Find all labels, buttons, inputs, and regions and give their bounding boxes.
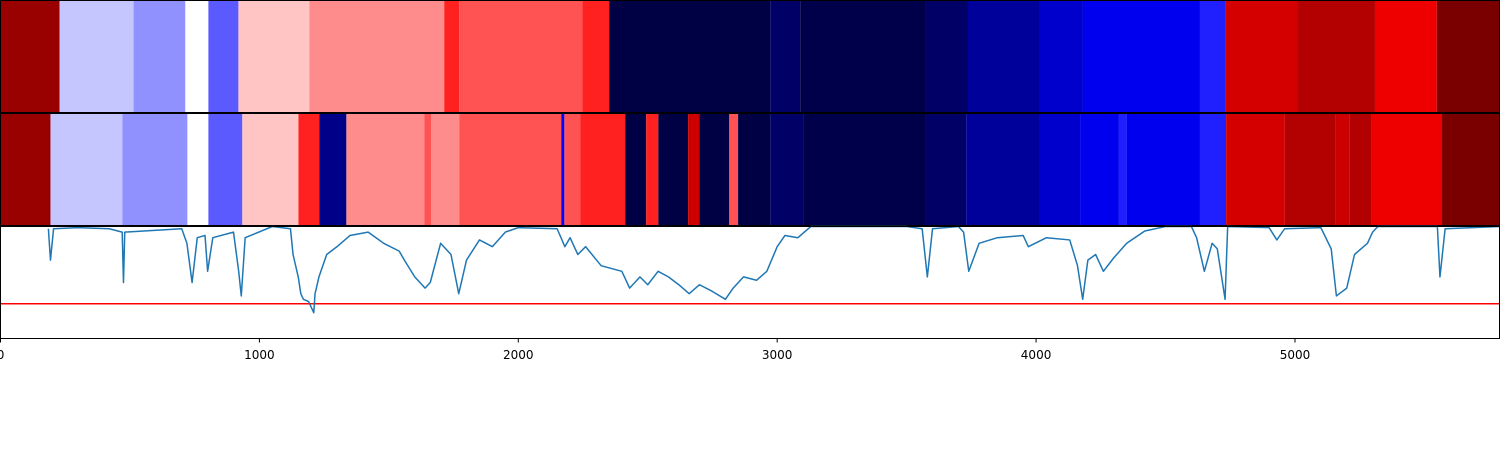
segment — [582, 0, 610, 113]
segment — [729, 113, 739, 226]
segment — [609, 0, 771, 113]
segment — [1442, 113, 1500, 226]
segment — [1284, 113, 1336, 226]
segment — [646, 113, 659, 226]
x-tick-label: 5000 — [1280, 348, 1311, 362]
segment — [925, 113, 967, 226]
segment — [1082, 0, 1200, 113]
segment — [1118, 113, 1127, 226]
segment — [925, 0, 968, 113]
x-tick-label: 3000 — [762, 348, 793, 362]
segment — [444, 0, 460, 113]
segment — [1436, 0, 1500, 113]
segment — [0, 0, 60, 113]
segment — [966, 113, 1040, 226]
panel-frame — [0, 226, 1500, 339]
segment — [658, 113, 689, 226]
segment — [238, 0, 310, 113]
segment — [625, 113, 647, 226]
segment — [187, 113, 209, 226]
segment — [1371, 113, 1443, 226]
segment — [298, 113, 320, 226]
segment — [208, 113, 243, 226]
segment — [208, 0, 239, 113]
segment — [1335, 113, 1350, 226]
segment — [1199, 0, 1226, 113]
segment — [564, 113, 581, 226]
segment — [967, 0, 1040, 113]
segment — [1374, 0, 1437, 113]
segment — [431, 113, 460, 226]
segment — [738, 113, 771, 226]
segment — [1080, 113, 1119, 226]
segment — [1226, 113, 1285, 226]
segment — [242, 113, 299, 226]
segment — [1225, 0, 1298, 113]
segment — [1039, 0, 1083, 113]
segment — [770, 0, 801, 113]
segment — [1039, 113, 1081, 226]
x-tick-label: 2000 — [503, 348, 534, 362]
segment — [459, 0, 583, 113]
segment — [346, 113, 425, 226]
segment — [699, 113, 730, 226]
segment — [59, 0, 134, 113]
segment — [1199, 113, 1227, 226]
x-tick-label: 0 — [0, 348, 4, 362]
segment — [122, 113, 188, 226]
segment — [424, 113, 432, 226]
segment — [1349, 113, 1372, 226]
segment — [0, 113, 51, 226]
segment — [561, 113, 565, 226]
segment — [133, 0, 186, 113]
line-series — [47, 225, 1500, 314]
x-tick-label: 4000 — [1021, 348, 1052, 362]
segment — [185, 0, 209, 113]
segment — [803, 113, 926, 226]
segment — [309, 0, 445, 113]
segment — [319, 113, 347, 226]
segment — [770, 113, 804, 226]
segment — [1126, 113, 1200, 226]
segment — [580, 113, 626, 226]
segment — [800, 0, 926, 113]
segment — [688, 113, 700, 226]
segment — [459, 113, 562, 226]
segment — [50, 113, 123, 226]
x-tick-label: 1000 — [244, 348, 275, 362]
segment — [1297, 0, 1375, 113]
